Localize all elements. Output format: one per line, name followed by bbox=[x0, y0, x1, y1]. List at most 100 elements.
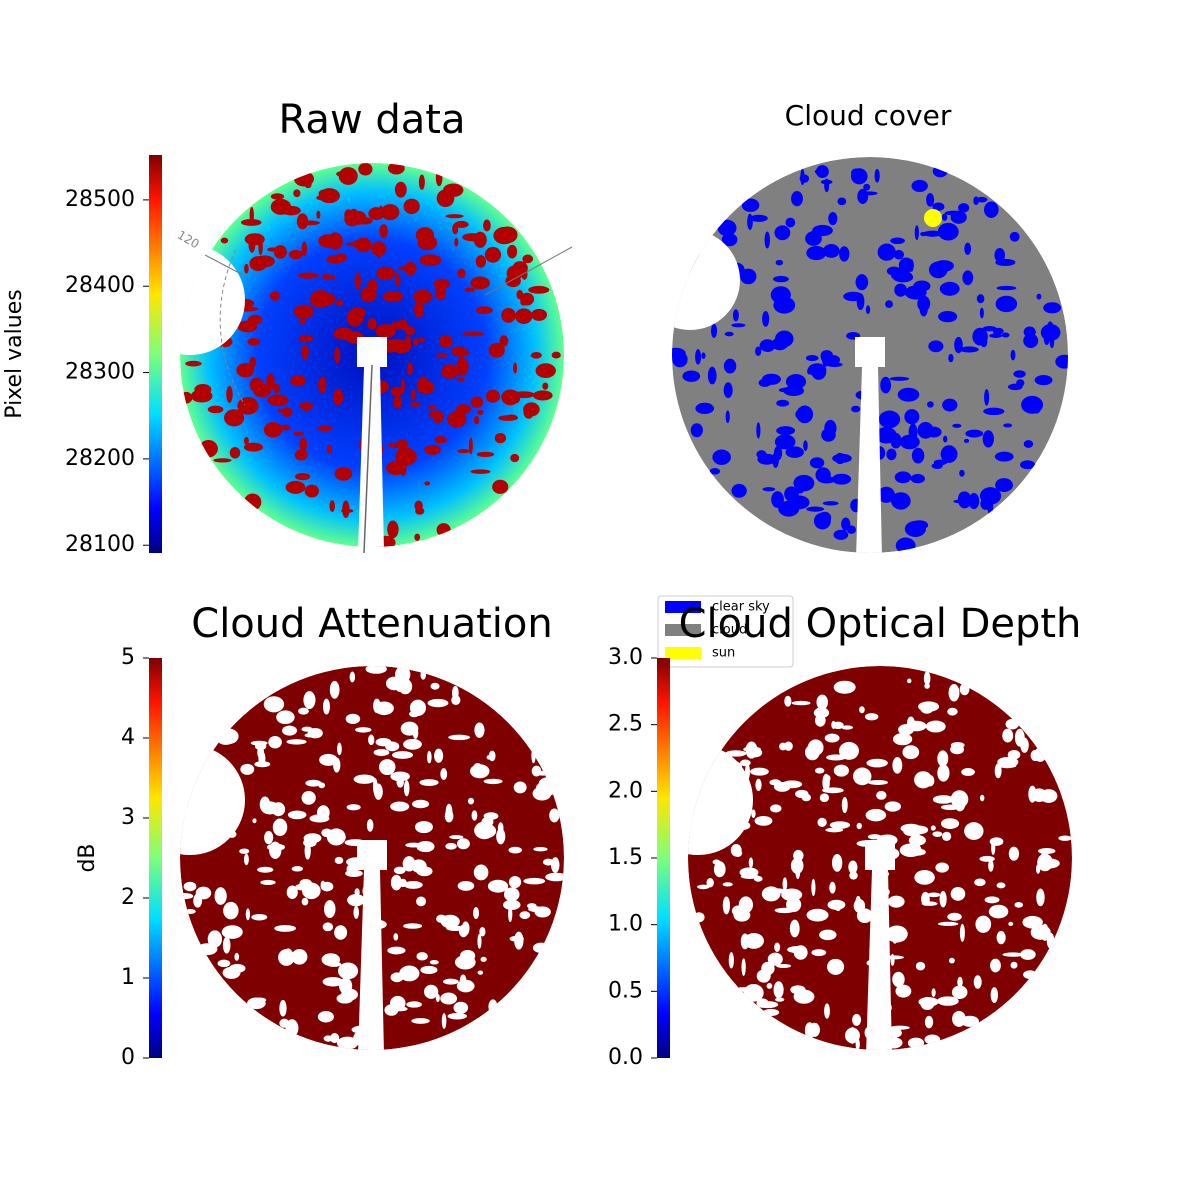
image-blob bbox=[832, 721, 844, 730]
image-blob bbox=[508, 875, 522, 889]
image-blob bbox=[293, 189, 301, 198]
image-blob bbox=[749, 214, 768, 222]
image-blob bbox=[1030, 749, 1041, 762]
image-blob bbox=[731, 483, 747, 498]
image-blob bbox=[247, 338, 261, 346]
image-blob bbox=[393, 1006, 408, 1012]
image-blob bbox=[371, 241, 387, 257]
colorbar-tick-label: 2.0 bbox=[608, 778, 643, 803]
image-blob bbox=[545, 872, 564, 882]
mast-shadow bbox=[866, 870, 892, 1050]
image-blob bbox=[779, 742, 787, 751]
image-blob bbox=[942, 398, 958, 412]
image-blob bbox=[447, 411, 467, 428]
image-blob bbox=[440, 768, 448, 780]
image-blob bbox=[429, 959, 439, 965]
image-notch bbox=[180, 745, 245, 855]
image-blob bbox=[1007, 383, 1023, 391]
image-blob bbox=[722, 882, 733, 887]
image-blob bbox=[457, 377, 465, 382]
legend-swatch bbox=[665, 601, 701, 613]
image-blob bbox=[395, 447, 417, 466]
image-blob bbox=[442, 978, 459, 985]
image-blob bbox=[472, 763, 483, 774]
image-blob bbox=[305, 779, 322, 787]
image-blob bbox=[1007, 749, 1021, 760]
image-blob bbox=[531, 765, 542, 777]
image-blob bbox=[910, 473, 925, 484]
image-blob bbox=[793, 474, 815, 492]
image-blob bbox=[436, 523, 451, 537]
image-blob bbox=[260, 801, 280, 815]
image-blob bbox=[750, 767, 769, 776]
image-blob bbox=[247, 314, 263, 325]
image-blob bbox=[399, 965, 420, 982]
image-blob bbox=[533, 847, 548, 852]
colorbar-tick-label: 28400 bbox=[65, 273, 135, 298]
mast-block bbox=[865, 840, 895, 870]
image-blob bbox=[549, 808, 560, 823]
image-blob bbox=[258, 237, 263, 256]
image-blob bbox=[672, 347, 686, 359]
image-blob bbox=[501, 389, 520, 406]
image-blob bbox=[767, 952, 783, 966]
image-blob bbox=[995, 478, 1013, 493]
panel-title: Cloud Optical Depth bbox=[679, 601, 1082, 647]
image-blob bbox=[257, 866, 274, 873]
image-blob bbox=[848, 860, 858, 874]
image-blob bbox=[811, 878, 816, 897]
image-blob bbox=[1001, 332, 1010, 338]
image-blob bbox=[761, 373, 781, 385]
image-blob bbox=[403, 880, 423, 889]
image-blob bbox=[940, 445, 958, 463]
image-blob bbox=[269, 291, 280, 301]
image-blob bbox=[435, 993, 440, 1003]
image-blob bbox=[355, 237, 372, 253]
image-blob bbox=[346, 308, 364, 327]
image-blob bbox=[833, 764, 849, 777]
image-blob bbox=[924, 1034, 941, 1045]
image-blob bbox=[984, 201, 999, 218]
image-blob bbox=[287, 810, 307, 820]
image-blob bbox=[890, 492, 911, 510]
image-blob bbox=[507, 244, 518, 259]
image-blob bbox=[506, 265, 523, 282]
image-blob bbox=[904, 285, 927, 300]
image-blob bbox=[979, 487, 1002, 505]
image-blob bbox=[207, 930, 223, 948]
image-blob bbox=[959, 683, 970, 696]
image-blob bbox=[416, 841, 435, 853]
image-blob bbox=[787, 946, 807, 954]
image-blob bbox=[733, 849, 743, 857]
image-blob bbox=[710, 323, 718, 339]
image-blob bbox=[234, 952, 240, 961]
image-blob bbox=[1038, 847, 1056, 855]
image-blob bbox=[697, 884, 710, 890]
image-blob bbox=[724, 331, 734, 337]
image-blob bbox=[483, 219, 491, 232]
image-blob bbox=[857, 188, 869, 204]
image-blob bbox=[454, 955, 476, 970]
image-blob bbox=[712, 449, 731, 465]
image-blob bbox=[220, 237, 229, 244]
image-blob bbox=[535, 363, 556, 379]
image-blob bbox=[935, 862, 949, 873]
image-blob bbox=[391, 751, 414, 759]
image-blob bbox=[732, 309, 739, 322]
image-blob bbox=[375, 737, 392, 747]
image-blob bbox=[807, 363, 827, 377]
image-blob bbox=[330, 1033, 340, 1044]
image-blob bbox=[267, 394, 289, 407]
image-blob bbox=[470, 396, 484, 408]
image-blob bbox=[721, 233, 738, 247]
image-blob bbox=[440, 914, 460, 929]
image-blob bbox=[448, 734, 471, 741]
image-blob bbox=[368, 734, 375, 746]
colorbar-tick-label: 3.0 bbox=[608, 645, 643, 670]
mast-block bbox=[357, 840, 387, 870]
image-pixels bbox=[180, 163, 564, 547]
image-blob bbox=[988, 859, 994, 872]
image-blob bbox=[411, 1017, 430, 1024]
image-blob bbox=[723, 382, 733, 399]
image-blob bbox=[936, 996, 959, 1006]
